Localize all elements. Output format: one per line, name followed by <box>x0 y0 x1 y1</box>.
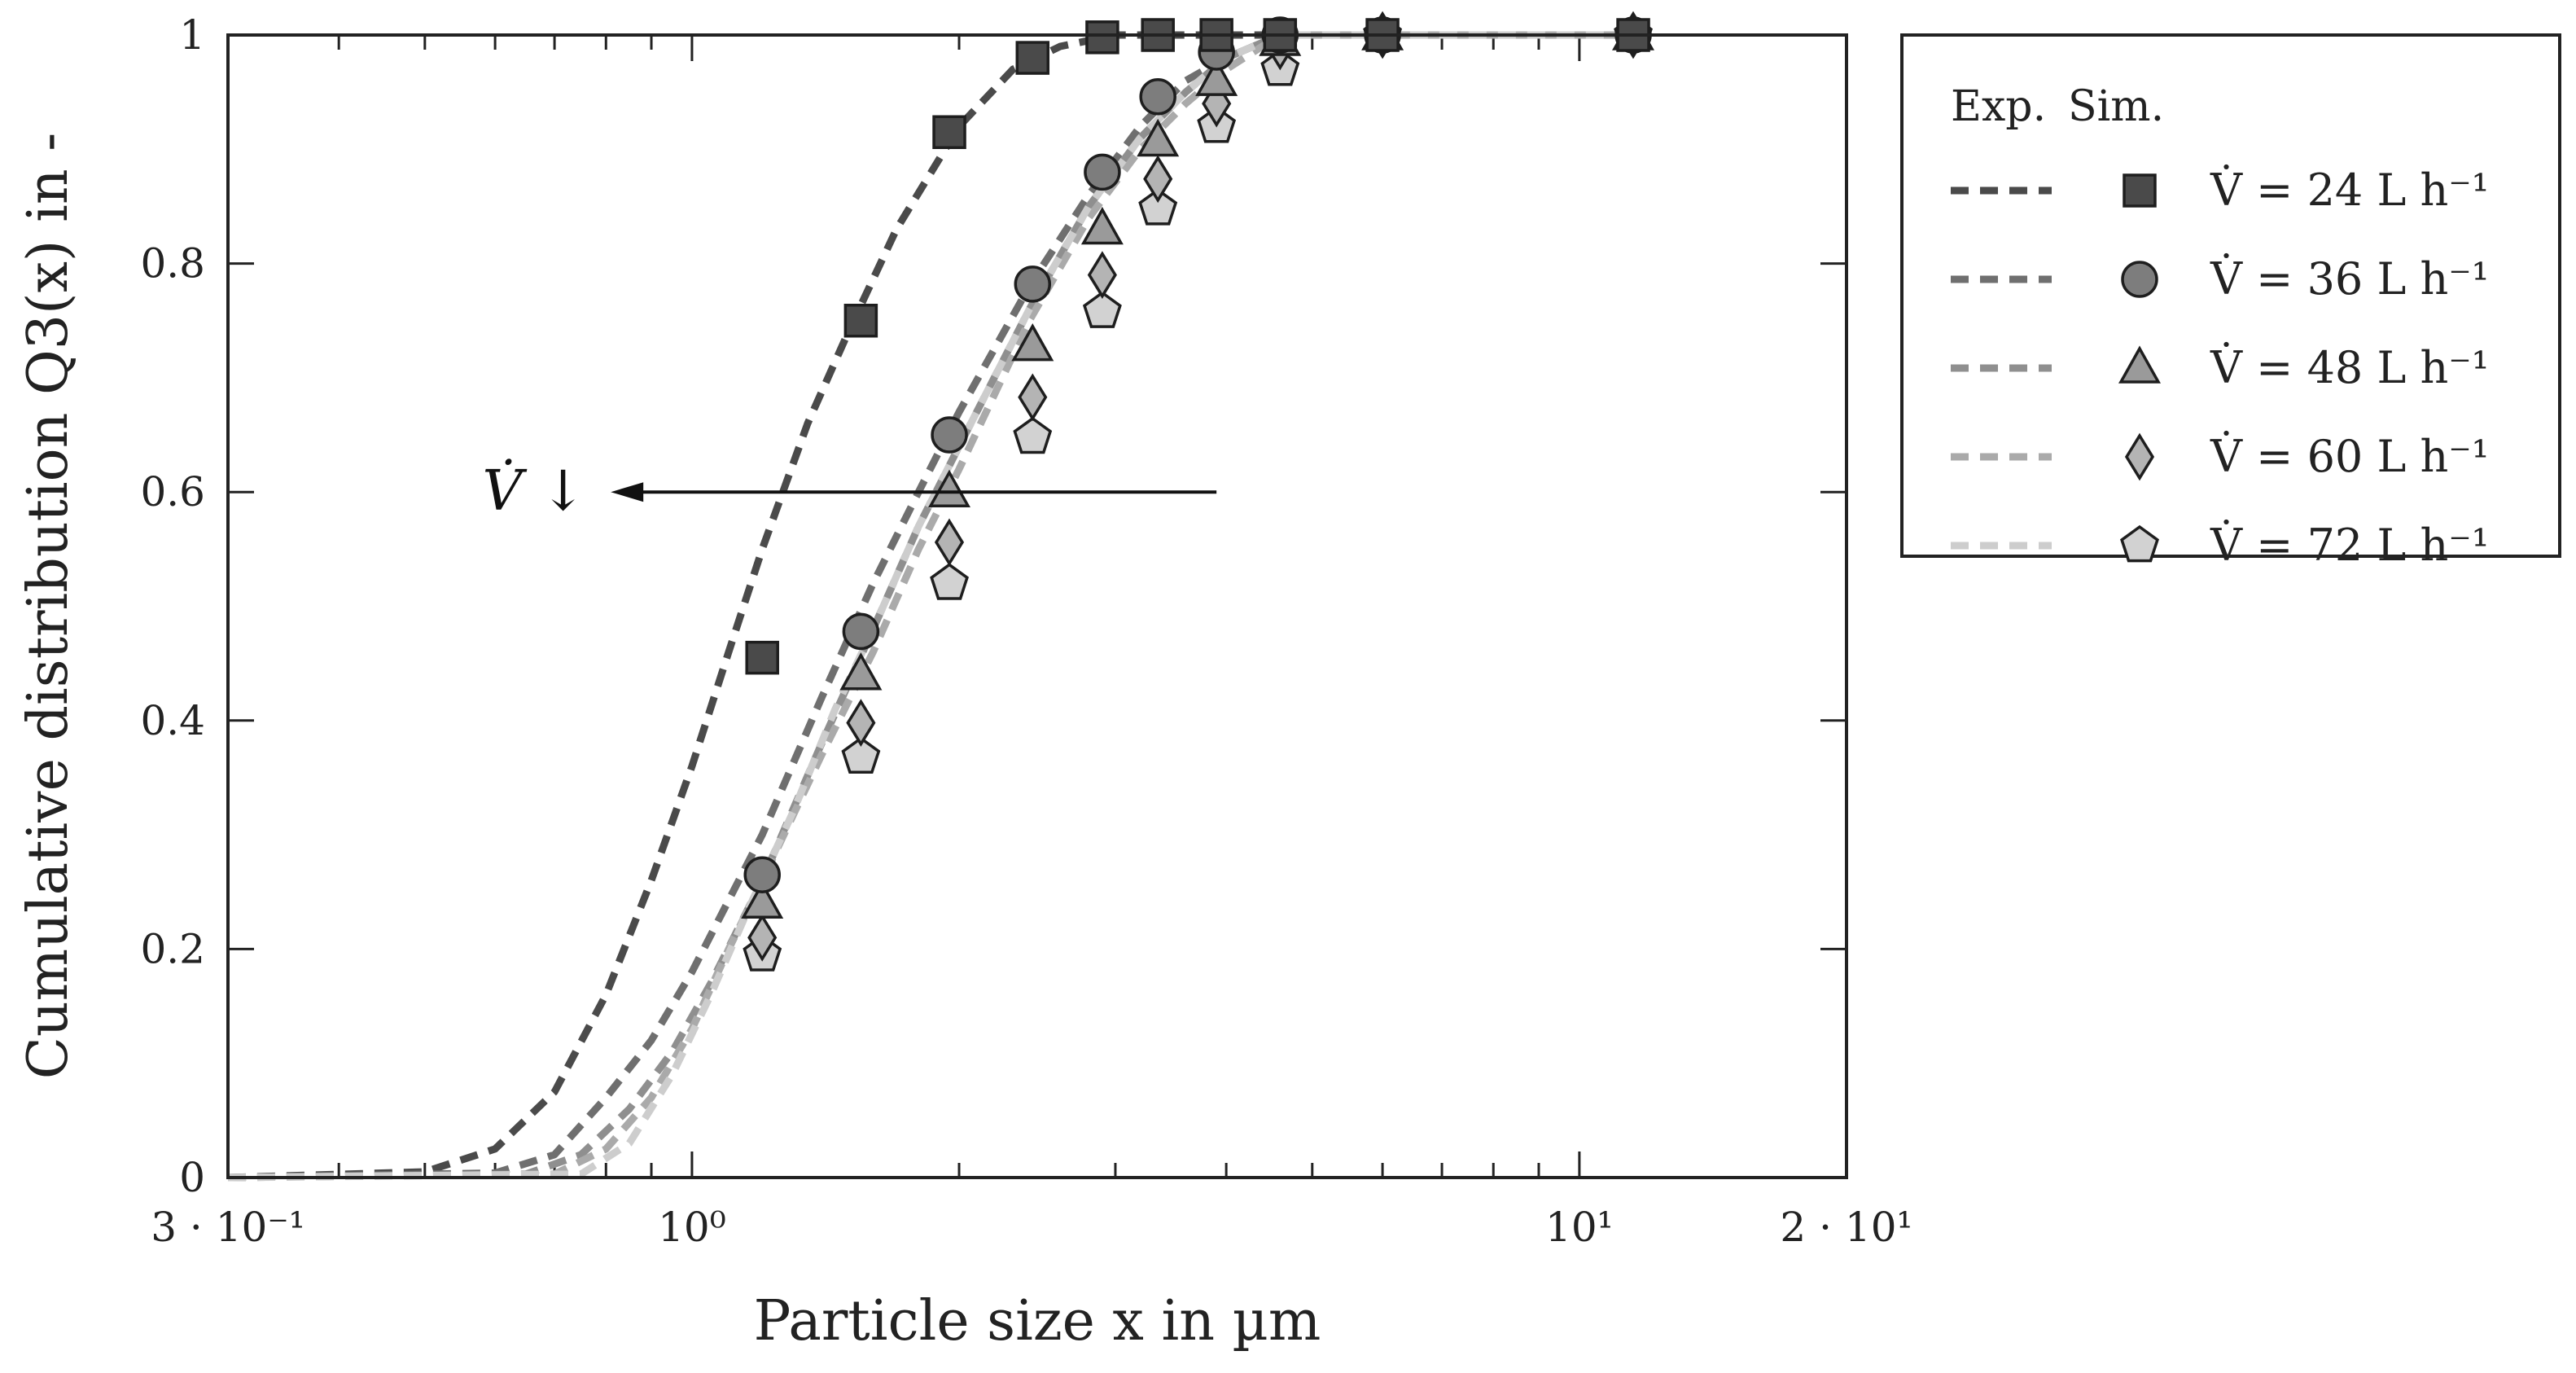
legend-exp-marker-triangle <box>2118 345 2161 384</box>
exp-point-diamond <box>747 914 778 962</box>
plot-frame <box>226 33 1848 1179</box>
tick-labels: 3 · 10⁻¹ 10⁰ 10¹ 2 · 10¹ 0 0.2 0.4 0.6 0.8 1 <box>140 11 1912 1251</box>
exp-point-pentagon <box>841 736 881 774</box>
exp-point-square <box>932 115 966 150</box>
legend-box <box>1900 33 2561 558</box>
exp-point-square <box>745 640 779 675</box>
exp-point-triangle <box>1080 206 1124 245</box>
x-tick-label: 3 · 10⁻¹ <box>151 1204 305 1251</box>
legend: Exp. Sim. V̇ = 24 L h⁻¹V̇ = 36 L h⁻¹V̇ =… <box>1900 33 2561 571</box>
legend-label: V̇ = 72 L h⁻¹ <box>2210 519 2489 571</box>
x-tick-label: 2 · 10¹ <box>1780 1204 1912 1251</box>
sim-line-4 <box>227 31 1650 1182</box>
sim-line-3 <box>227 31 1650 1182</box>
legend-exp-marker-pentagon <box>2120 524 2159 563</box>
exp-point-triangle <box>741 880 784 919</box>
axis-ticks <box>226 33 1848 1179</box>
x-axis-title: Particle size x in µm <box>754 1289 1321 1353</box>
legend-label: V̇ = 60 L h⁻¹ <box>2210 430 2489 482</box>
simulation-lines <box>227 31 1650 1182</box>
exp-point-diamond <box>1143 155 1173 204</box>
exp-point-diamond <box>934 518 965 567</box>
exp-point-pentagon <box>1013 416 1053 454</box>
exp-point-diamond <box>846 699 876 747</box>
sim-line-1 <box>227 31 1650 1182</box>
legend-header-exp: Exp. <box>1951 82 2046 131</box>
exp-point-circle <box>842 612 880 651</box>
exp-point-triangle <box>1011 323 1054 362</box>
exp-point-circle <box>1084 153 1121 191</box>
legend-label: V̇ = 36 L h⁻¹ <box>2210 252 2489 305</box>
exp-point-square <box>843 304 878 338</box>
experiment-markers <box>741 11 1654 972</box>
exp-point-square <box>1085 20 1119 55</box>
annotation-arrow-head <box>611 482 644 502</box>
legend-exp-marker-diamond <box>2124 432 2155 481</box>
exp-point-pentagon <box>930 563 969 600</box>
legend-rows: V̇ = 24 L h⁻¹ V̇ = 36 L h⁻¹ V̇ = 48 L h⁻¹ V… <box>1951 164 2489 571</box>
exp-point-triangle <box>839 652 883 691</box>
legend-header-sim: Sim. <box>2068 82 2164 131</box>
exp-point-circle <box>1014 265 1052 303</box>
exp-point-diamond <box>1087 251 1117 299</box>
x-tick-label: 10⁰ <box>658 1204 726 1251</box>
legend-label: V̇ = 24 L h⁻¹ <box>2210 164 2489 216</box>
exp-point-circle <box>743 856 781 893</box>
y-tick-label: 1 <box>179 11 205 59</box>
y-tick-label: 0.4 <box>140 697 205 744</box>
exp-point-diamond <box>1018 373 1048 422</box>
exp-point-pentagon <box>1082 291 1122 328</box>
flow-rate-annotation: V̇ ↓ <box>482 459 1217 524</box>
sim-line-5 <box>227 31 1650 1182</box>
exp-point-circle <box>931 416 968 454</box>
exp-point-triangle <box>1195 58 1238 96</box>
exp-point-triangle <box>1137 118 1180 157</box>
legend-label: V̇ = 48 L h⁻¹ <box>2210 341 2489 393</box>
y-tick-label: 0 <box>179 1154 205 1201</box>
sim-line-2 <box>227 31 1650 1182</box>
x-tick-label: 10¹ <box>1545 1204 1614 1251</box>
y-tick-label: 0.6 <box>140 468 205 515</box>
exp-point-triangle <box>928 469 970 507</box>
exp-point-circle <box>1139 78 1176 116</box>
legend-exp-marker-square <box>2123 173 2157 208</box>
exp-point-pentagon <box>1138 188 1178 226</box>
annotation-label: V̇ ↓ <box>482 459 586 524</box>
y-axis-title: Cumulative distribution Q3(x) in - <box>16 133 81 1079</box>
y-tick-label: 0.2 <box>140 925 205 972</box>
legend-exp-marker-circle <box>2121 261 2158 298</box>
exp-point-square <box>1015 41 1050 75</box>
y-tick-label: 0.8 <box>140 240 205 287</box>
